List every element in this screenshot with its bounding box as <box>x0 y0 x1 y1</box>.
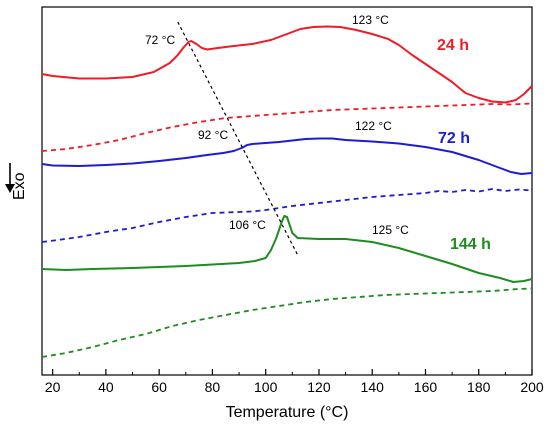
x-axis-title: Temperature (°C) <box>226 404 349 421</box>
series-line-24h-dashed <box>41 102 533 152</box>
series-label-24h: 24 h <box>437 37 469 54</box>
x-tick-label: 140 <box>361 379 385 395</box>
x-tick-label: 80 <box>205 379 221 395</box>
series-line-24h-solid <box>41 25 533 104</box>
peak-label-106: 106 °C <box>229 218 266 232</box>
x-tick-label: 40 <box>98 379 114 395</box>
series-label-72h: 72 h <box>438 130 470 147</box>
x-tick-label: 180 <box>467 379 491 395</box>
x-tick-label: 100 <box>254 379 278 395</box>
x-axis: 20 40 60 80 100 120 140 160 180 200 <box>45 369 544 395</box>
x-tick-label: 60 <box>151 379 167 395</box>
peak-label-123: 123 °C <box>352 13 389 27</box>
peak-label-92: 92 °C <box>198 128 228 142</box>
series-line-144h-dashed <box>41 287 533 358</box>
series-line-72h-solid <box>41 137 533 175</box>
series-line-144h-solid <box>41 215 533 283</box>
series-layer <box>41 21 533 358</box>
peak-label-125: 125 °C <box>372 223 409 237</box>
peak-label-122: 122 °C <box>355 119 392 133</box>
series-line-peak-trend-dotted <box>177 21 299 256</box>
plot-frame <box>41 6 533 376</box>
series-label-144h: 144 h <box>450 236 491 253</box>
x-tick-label: 160 <box>414 379 438 395</box>
exo-down-arrow-icon <box>5 163 15 193</box>
y-axis-title: Exo <box>11 172 28 200</box>
series-line-72h-dashed <box>41 188 533 243</box>
x-tick-label: 120 <box>307 379 331 395</box>
peak-label-72: 72 °C <box>145 33 175 47</box>
x-tick-label: 200 <box>520 379 544 395</box>
x-tick-label: 20 <box>45 379 61 395</box>
